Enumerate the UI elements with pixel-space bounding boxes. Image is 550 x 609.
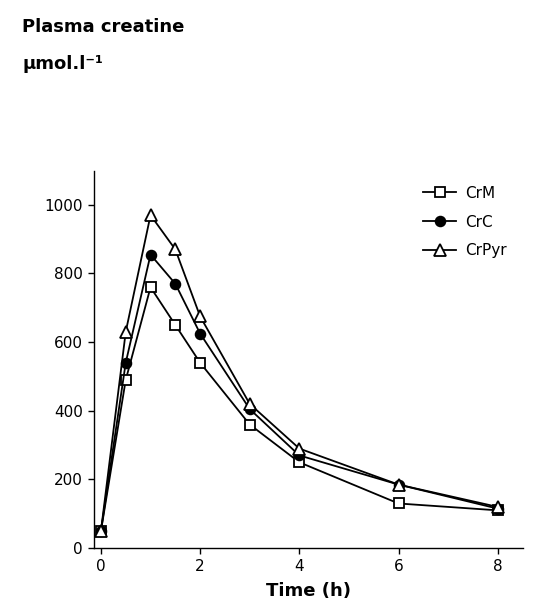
CrM [197, 359, 204, 367]
CrC [197, 330, 204, 337]
Line: CrPyr: CrPyr [95, 209, 503, 537]
CrC [296, 452, 303, 459]
Text: μmol.l⁻¹: μmol.l⁻¹ [22, 55, 103, 73]
X-axis label: Time (h): Time (h) [266, 582, 350, 600]
CrM [98, 527, 104, 535]
CrPyr [197, 313, 204, 320]
CrM [246, 421, 253, 428]
CrPyr [172, 246, 179, 253]
CrC [123, 359, 129, 367]
Line: CrM: CrM [96, 283, 503, 536]
CrM [147, 284, 154, 291]
CrC [172, 280, 179, 287]
CrPyr [98, 527, 104, 535]
CrC [147, 251, 154, 258]
CrM [123, 376, 129, 384]
CrC [246, 406, 253, 413]
Line: CrC: CrC [96, 250, 503, 536]
CrM [494, 507, 501, 514]
CrM [296, 459, 303, 466]
Legend: CrM, CrC, CrPyr: CrM, CrC, CrPyr [415, 178, 515, 266]
Text: Plasma creatine: Plasma creatine [22, 18, 184, 37]
CrPyr [395, 481, 402, 488]
CrC [395, 481, 402, 488]
CrPyr [123, 328, 129, 336]
CrC [494, 505, 501, 512]
CrPyr [494, 503, 501, 510]
CrPyr [296, 445, 303, 452]
CrPyr [147, 211, 154, 219]
CrC [98, 527, 104, 535]
CrM [395, 500, 402, 507]
CrPyr [246, 400, 253, 407]
CrM [172, 322, 179, 329]
